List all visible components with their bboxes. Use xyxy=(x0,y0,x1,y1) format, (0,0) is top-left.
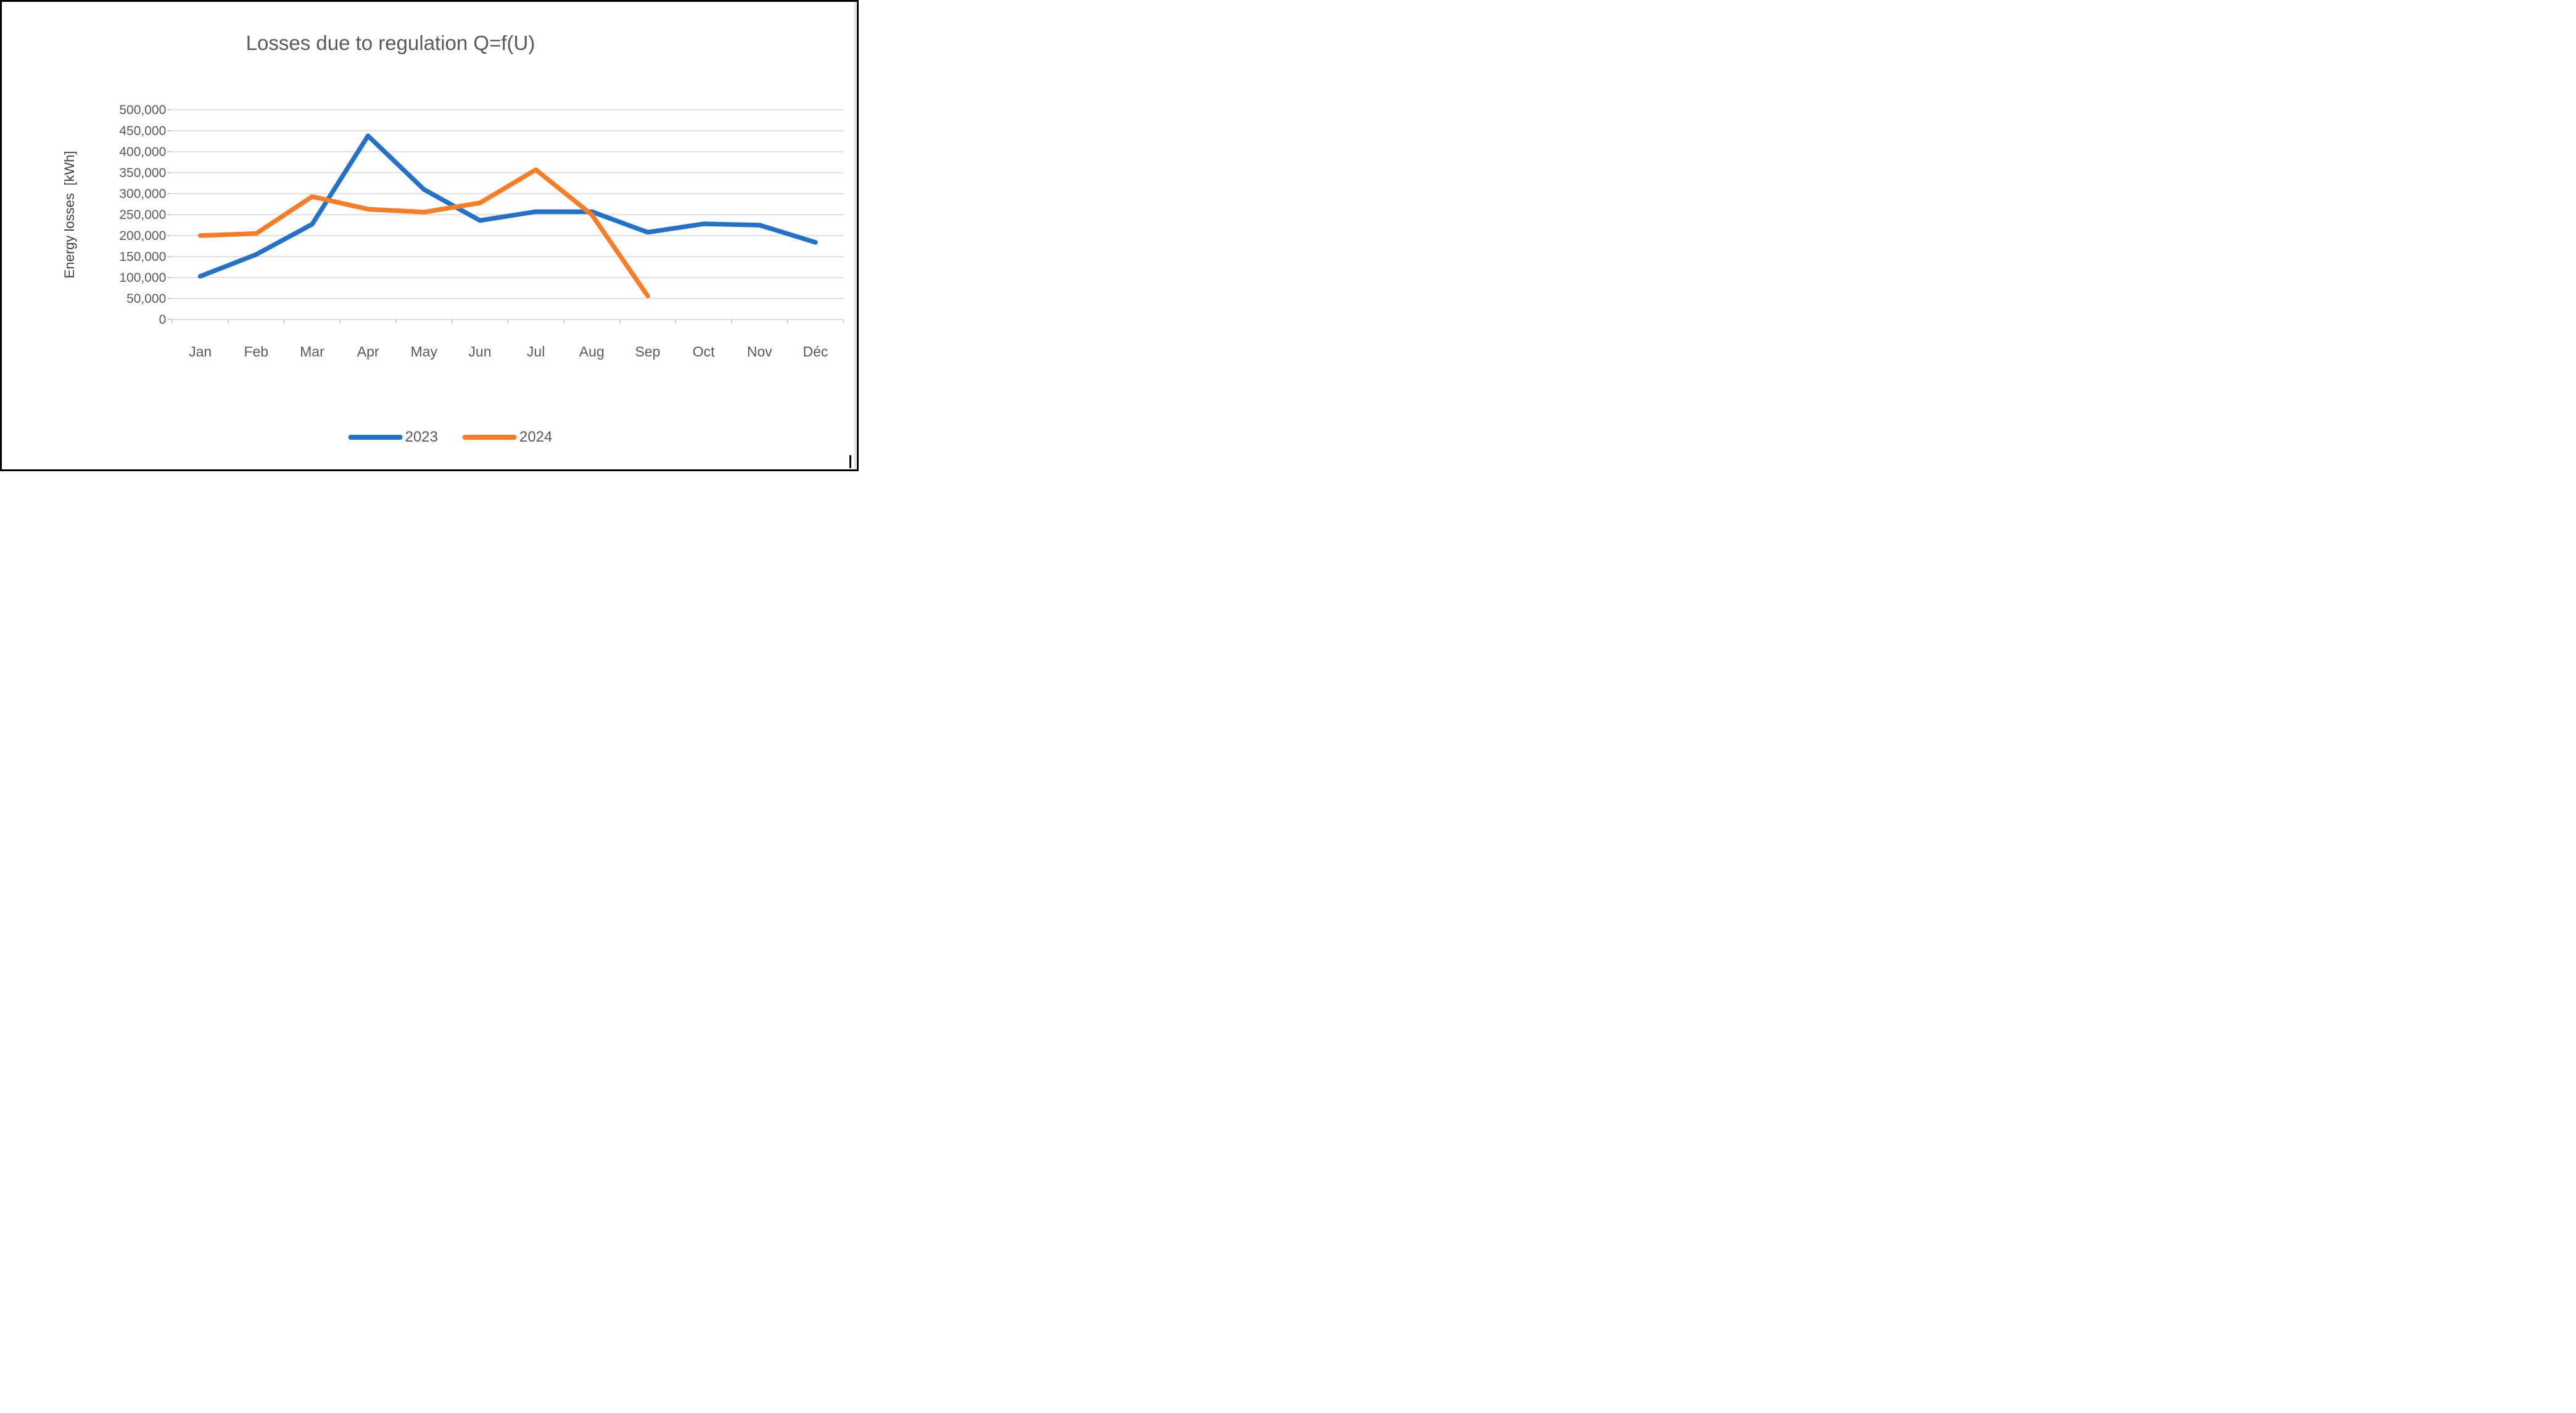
chart-title: Losses due to regulation Q=f(U) xyxy=(246,31,535,54)
y-tick-label: 450,000 xyxy=(119,124,166,138)
x-tick-label: Déc xyxy=(803,344,828,360)
x-tick-label: Jul xyxy=(527,344,545,360)
y-tick-label: 300,000 xyxy=(119,187,166,201)
y-tick-label: 400,000 xyxy=(119,145,166,159)
legend-swatch-2023 xyxy=(348,435,403,440)
x-tick-label: Jan xyxy=(189,344,212,360)
legend-item-2023: 2023 xyxy=(348,429,438,446)
y-tick-label: 150,000 xyxy=(119,250,166,264)
legend-label: 2024 xyxy=(519,429,553,445)
y-tick-label: 50,000 xyxy=(126,292,166,306)
y-tick-label: 350,000 xyxy=(119,166,166,180)
text-cursor xyxy=(849,455,851,468)
series-line-2024 xyxy=(197,167,650,299)
x-tick-label: Sep xyxy=(635,344,660,360)
legend: 2023 2024 xyxy=(348,429,552,446)
x-tick-label: Oct xyxy=(693,344,715,360)
y-tick-label: 0 xyxy=(159,313,167,327)
y-tick-label: 200,000 xyxy=(119,229,166,243)
chart-border xyxy=(854,2,856,469)
series-line-2023 xyxy=(197,133,818,279)
legend-swatch-2024 xyxy=(463,435,517,440)
legend-item-2024: 2024 xyxy=(463,429,552,446)
y-tick-label: 100,000 xyxy=(119,271,166,285)
legend-label: 2023 xyxy=(405,429,438,445)
x-tick-label: Jun xyxy=(468,344,491,360)
x-tick-label: Aug xyxy=(579,344,605,360)
x-tick-label: Nov xyxy=(747,344,772,360)
chart-image: Losses due to regulation Q=f(U) Energy l… xyxy=(0,0,859,471)
y-tick-label: 500,000 xyxy=(119,103,166,117)
plot-area: 0 50,000 100,000 150,000 200,000 250,000 300,0… xyxy=(119,103,844,360)
x-tick-label: May xyxy=(411,344,438,360)
y-tick-label: 250,000 xyxy=(119,208,166,222)
x-tick-label: Apr xyxy=(357,344,379,360)
x-tick-label: Feb xyxy=(244,344,268,360)
x-tick-label: Mar xyxy=(300,344,324,360)
